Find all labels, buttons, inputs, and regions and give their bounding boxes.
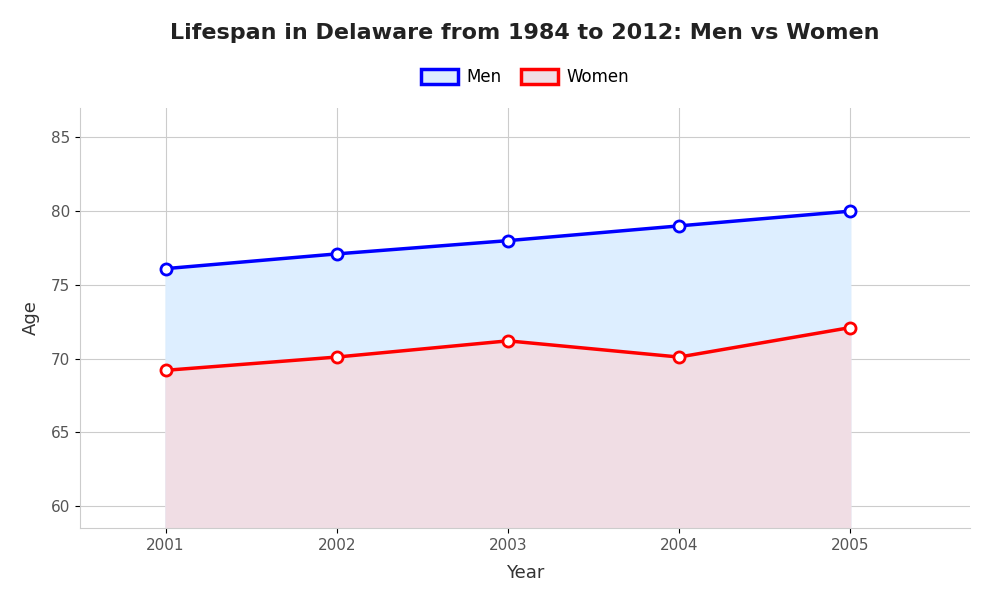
Legend: Men, Women: Men, Women bbox=[414, 62, 636, 93]
Title: Lifespan in Delaware from 1984 to 2012: Men vs Women: Lifespan in Delaware from 1984 to 2012: … bbox=[170, 23, 880, 43]
Y-axis label: Age: Age bbox=[22, 301, 40, 335]
X-axis label: Year: Year bbox=[506, 564, 544, 582]
